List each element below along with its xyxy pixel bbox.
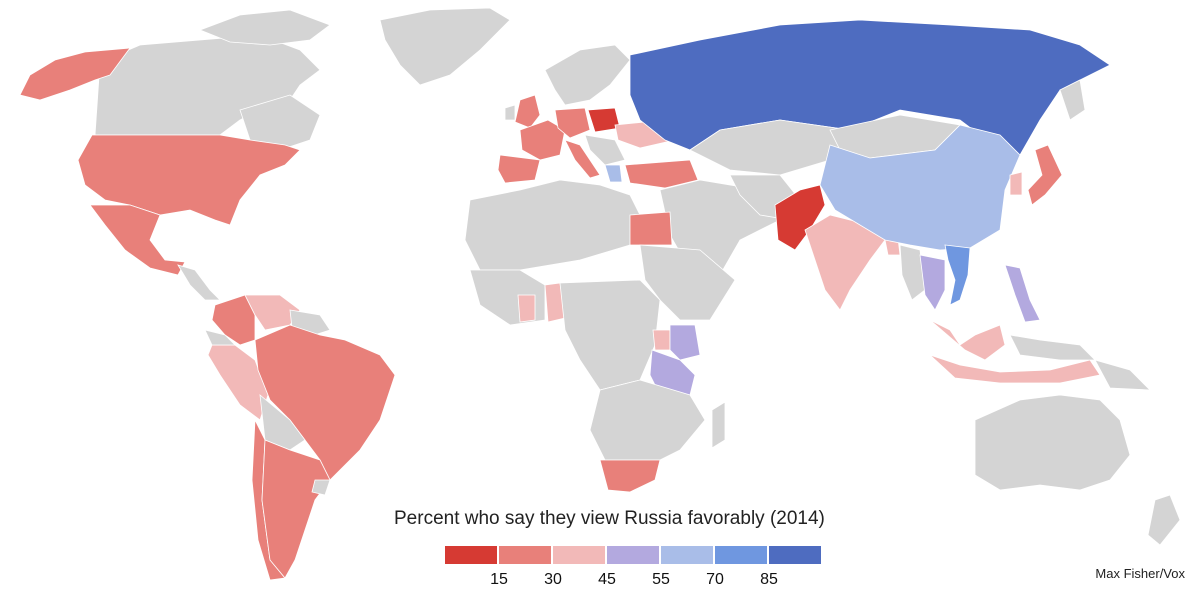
- region-pakistan: [774, 184, 826, 251]
- region-united-kingdom: [514, 94, 541, 129]
- region-indonesia-east: [1009, 334, 1096, 361]
- region-argentina: [261, 439, 331, 579]
- region-ecuador: [204, 329, 236, 346]
- legend-swatch: [553, 546, 605, 564]
- region-united-states: [77, 134, 301, 226]
- region-spain: [497, 154, 541, 184]
- legend-tick-label: 15: [490, 571, 508, 588]
- region-north-africa: [464, 179, 641, 271]
- legend-swatch: [607, 546, 659, 564]
- region-sudan-horn: [639, 244, 736, 321]
- region-alaska: [19, 47, 131, 101]
- region-arctic-islands: [198, 9, 331, 46]
- legend-swatch: [715, 546, 767, 564]
- region-italy: [564, 139, 601, 179]
- region-central-america: [177, 264, 221, 301]
- region-scandinavia: [544, 44, 631, 106]
- region-kamchatka: [1059, 79, 1086, 121]
- region-brazil: [254, 324, 396, 481]
- region-turkey: [624, 159, 699, 189]
- region-balkans: [584, 134, 626, 166]
- region-bolivia: [259, 394, 306, 451]
- region-uganda: [652, 329, 671, 351]
- region-japan: [1027, 144, 1063, 206]
- region-south-korea: [1009, 171, 1023, 196]
- region-madagascar: [711, 401, 726, 449]
- region-kenya: [669, 324, 701, 361]
- legend-tick-label: 55: [652, 571, 670, 588]
- region-thailand: [919, 254, 946, 311]
- region-india: [804, 214, 886, 311]
- region-poland: [587, 107, 621, 133]
- region-png: [1094, 359, 1152, 391]
- region-mexico: [89, 204, 186, 276]
- region-greece: [604, 164, 623, 183]
- legend-swatch: [499, 546, 551, 564]
- region-myanmar: [899, 244, 926, 301]
- region-china: [819, 124, 1021, 251]
- legend: [445, 546, 823, 564]
- region-indonesia: [929, 354, 1101, 384]
- legend-tick-label: 70: [706, 571, 724, 588]
- credit: Max Fisher/Vox: [1095, 566, 1185, 581]
- legend-swatch: [661, 546, 713, 564]
- region-france: [519, 119, 566, 161]
- region-central-africa: [559, 279, 661, 391]
- legend-tick-label: 85: [760, 571, 778, 588]
- region-south-africa: [599, 459, 661, 493]
- region-malaysia: [929, 319, 1006, 361]
- legend-swatch: [769, 546, 821, 564]
- map-title: Percent who say they view Russia favorab…: [394, 508, 825, 529]
- region-new-zealand: [1147, 494, 1181, 546]
- region-ireland: [504, 104, 516, 121]
- legend-tick-label: 30: [544, 571, 562, 588]
- region-ghana: [517, 294, 536, 323]
- region-philippines: [1004, 264, 1041, 323]
- legend-tick-label: 45: [598, 571, 616, 588]
- region-vietnam: [944, 244, 971, 306]
- region-egypt: [629, 211, 673, 246]
- region-peru: [207, 344, 269, 421]
- region-germany: [554, 107, 591, 139]
- region-greenland: [379, 7, 511, 86]
- region-southern-africa: [589, 379, 706, 461]
- legend-swatch: [445, 546, 497, 564]
- region-uruguay: [311, 479, 331, 496]
- region-australia: [974, 394, 1131, 491]
